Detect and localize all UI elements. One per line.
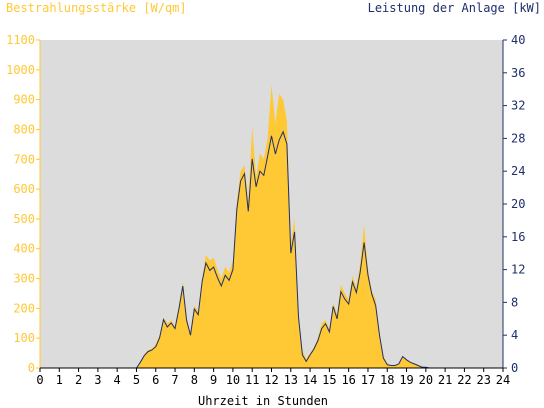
x-tick-label: 10 (226, 373, 240, 387)
x-tick-label: 18 (380, 373, 394, 387)
x-tick-label: 24 (496, 373, 510, 387)
x-tick-label: 1 (56, 373, 63, 387)
x-tick-label: 15 (322, 373, 336, 387)
left-tick-label: 200 (13, 301, 35, 315)
x-tick-label: 21 (438, 373, 452, 387)
x-axis-title: Uhrzeit in Stunden (198, 394, 328, 408)
left-tick-label: 600 (13, 182, 35, 196)
x-tick-label: 9 (210, 373, 217, 387)
x-tick-label: 2 (75, 373, 82, 387)
left-tick-label: 500 (13, 212, 35, 226)
right-tick-label: 16 (511, 230, 525, 244)
right-tick-label: 24 (511, 164, 525, 178)
right-tick-label: 32 (511, 99, 525, 113)
right-tick-label: 40 (511, 33, 525, 47)
right-tick-label: 20 (511, 197, 525, 211)
left-tick-label: 100 (13, 331, 35, 345)
x-tick-label: 11 (245, 373, 259, 387)
left-y-ticks: 0 100 200 300 400 500 600 700 800 900 1000 1100 (6, 33, 40, 375)
x-tick-label: 7 (171, 373, 178, 387)
right-tick-label: 8 (511, 295, 518, 309)
right-axis-title: Leistung der Anlage [kW] (368, 1, 541, 15)
right-y-ticks: 0 4 8 12 16 20 24 28 32 36 40 (503, 33, 525, 375)
x-tick-label: 19 (399, 373, 413, 387)
x-tick-label: 13 (284, 373, 298, 387)
right-tick-label: 4 (511, 328, 518, 342)
left-axis-title: Bestrahlungsstärke [W/qm] (6, 1, 187, 15)
x-tick-label: 12 (264, 373, 278, 387)
x-tick-label: 17 (361, 373, 375, 387)
x-tick-label: 6 (152, 373, 159, 387)
x-tick-label: 3 (94, 373, 101, 387)
left-tick-label: 1000 (6, 63, 35, 77)
x-tick-label: 4 (114, 373, 121, 387)
x-tick-label: 20 (419, 373, 433, 387)
x-tick-label: 22 (457, 373, 471, 387)
irradiance-area (40, 84, 503, 368)
right-tick-label: 28 (511, 131, 525, 145)
x-ticks: 0 1 2 3 4 5 6 7 8 9 10 11 12 13 14 15 16 17 18 19 20 21 22 23 24 (36, 368, 510, 387)
left-tick-label: 800 (13, 122, 35, 136)
x-tick-label: 5 (133, 373, 140, 387)
right-tick-label: 0 (511, 361, 518, 375)
left-tick-label: 1100 (6, 33, 35, 47)
right-tick-label: 12 (511, 263, 525, 277)
x-tick-label: 23 (476, 373, 490, 387)
left-tick-label: 300 (13, 272, 35, 286)
x-tick-label: 16 (341, 373, 355, 387)
left-tick-label: 400 (13, 242, 35, 256)
x-tick-label: 8 (191, 373, 198, 387)
left-tick-label: 900 (13, 93, 35, 107)
x-tick-label: 0 (36, 373, 43, 387)
left-tick-label: 700 (13, 152, 35, 166)
power-line (40, 130, 503, 369)
x-tick-label: 14 (303, 373, 317, 387)
right-tick-label: 36 (511, 66, 525, 80)
left-tick-label: 0 (28, 361, 35, 375)
